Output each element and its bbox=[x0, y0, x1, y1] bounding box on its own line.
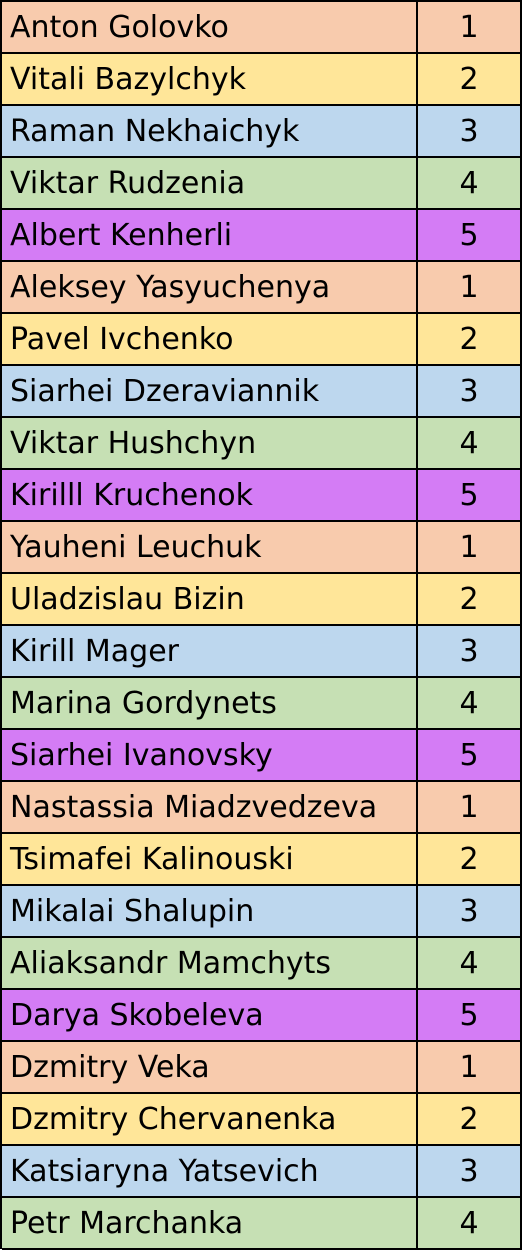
name-cell[interactable]: Siarhei Ivanovsky bbox=[2, 730, 418, 780]
table-row[interactable]: Dzmitry Chervanenka 2 bbox=[2, 1094, 522, 1146]
name-cell[interactable]: Pavel Ivchenko bbox=[2, 314, 418, 364]
name-cell[interactable]: Viktar Rudzenia bbox=[2, 158, 418, 208]
group-cell[interactable]: 4 bbox=[418, 158, 522, 208]
table-row[interactable]: Raman Nekhaichyk 3 bbox=[2, 106, 522, 158]
name-cell[interactable]: Anton Golovko bbox=[2, 2, 418, 52]
name-cell[interactable]: Nastassia Miadzvedzeva bbox=[2, 782, 418, 832]
table-row[interactable]: Tsimafei Kalinouski 2 bbox=[2, 834, 522, 886]
group-cell[interactable]: 5 bbox=[418, 990, 522, 1040]
group-cell[interactable]: 3 bbox=[418, 886, 522, 936]
group-cell[interactable]: 5 bbox=[418, 730, 522, 780]
group-cell[interactable]: 4 bbox=[418, 1198, 522, 1248]
table-row[interactable]: Dzmitry Veka 1 bbox=[2, 1042, 522, 1094]
name-cell[interactable]: Raman Nekhaichyk bbox=[2, 106, 418, 156]
table-row[interactable]: Viktar Hushchyn 4 bbox=[2, 418, 522, 470]
name-cell[interactable]: Kirill Mager bbox=[2, 626, 418, 676]
table-row[interactable]: Darya Skobeleva 5 bbox=[2, 990, 522, 1042]
name-cell[interactable]: Marina Gordynets bbox=[2, 678, 418, 728]
name-cell[interactable]: Yauheni Leuchuk bbox=[2, 522, 418, 572]
table-row[interactable]: Anton Golovko 1 bbox=[2, 2, 522, 54]
group-cell[interactable]: 1 bbox=[418, 782, 522, 832]
group-cell[interactable]: 4 bbox=[418, 418, 522, 468]
group-cell[interactable]: 2 bbox=[418, 54, 522, 104]
group-cell[interactable]: 4 bbox=[418, 678, 522, 728]
name-cell[interactable]: Vitali Bazylchyk bbox=[2, 54, 418, 104]
name-cell[interactable]: Dzmitry Chervanenka bbox=[2, 1094, 418, 1144]
name-cell[interactable]: Mikalai Shalupin bbox=[2, 886, 418, 936]
name-cell[interactable]: Petr Marchanka bbox=[2, 1198, 418, 1248]
name-cell[interactable]: Uladzislau Bizin bbox=[2, 574, 418, 624]
group-cell[interactable]: 5 bbox=[418, 210, 522, 260]
table-row[interactable]: Siarhei Ivanovsky 5 bbox=[2, 730, 522, 782]
table-row[interactable]: Siarhei Dzeraviannik 3 bbox=[2, 366, 522, 418]
group-cell[interactable]: 2 bbox=[418, 314, 522, 364]
group-cell[interactable]: 3 bbox=[418, 106, 522, 156]
name-cell[interactable]: Aleksey Yasyuchenya bbox=[2, 262, 418, 312]
table-row[interactable]: Aliaksandr Mamchyts 4 bbox=[2, 938, 522, 990]
table-row[interactable]: Pavel Ivchenko 2 bbox=[2, 314, 522, 366]
table-row[interactable]: Nastassia Miadzvedzeva 1 bbox=[2, 782, 522, 834]
name-cell[interactable]: Albert Kenherli bbox=[2, 210, 418, 260]
table-row[interactable]: Mikalai Shalupin 3 bbox=[2, 886, 522, 938]
table-row[interactable]: Kirilll Kruchenok 5 bbox=[2, 470, 522, 522]
table-row[interactable]: Kirill Mager 3 bbox=[2, 626, 522, 678]
name-cell[interactable]: Darya Skobeleva bbox=[2, 990, 418, 1040]
table-row[interactable]: Katsiaryna Yatsevich 3 bbox=[2, 1146, 522, 1198]
table-row[interactable]: Albert Kenherli 5 bbox=[2, 210, 522, 262]
name-cell[interactable]: Dzmitry Veka bbox=[2, 1042, 418, 1092]
table-row[interactable]: Vitali Bazylchyk 2 bbox=[2, 54, 522, 106]
group-cell[interactable]: 1 bbox=[418, 2, 522, 52]
group-cell[interactable]: 4 bbox=[418, 938, 522, 988]
group-cell[interactable]: 1 bbox=[418, 262, 522, 312]
table-row[interactable]: Aleksey Yasyuchenya 1 bbox=[2, 262, 522, 314]
name-cell[interactable]: Aliaksandr Mamchyts bbox=[2, 938, 418, 988]
table-row[interactable]: Marina Gordynets 4 bbox=[2, 678, 522, 730]
table-row[interactable]: Petr Marchanka 4 bbox=[2, 1198, 522, 1250]
name-cell[interactable]: Siarhei Dzeraviannik bbox=[2, 366, 418, 416]
table-row[interactable]: Uladzislau Bizin 2 bbox=[2, 574, 522, 626]
group-cell[interactable]: 3 bbox=[418, 626, 522, 676]
table-row[interactable]: Viktar Rudzenia 4 bbox=[2, 158, 522, 210]
table-row[interactable]: Yauheni Leuchuk 1 bbox=[2, 522, 522, 574]
name-cell[interactable]: Viktar Hushchyn bbox=[2, 418, 418, 468]
group-cell[interactable]: 3 bbox=[418, 1146, 522, 1196]
group-cell[interactable]: 5 bbox=[418, 470, 522, 520]
name-cell[interactable]: Katsiaryna Yatsevich bbox=[2, 1146, 418, 1196]
group-cell[interactable]: 1 bbox=[418, 1042, 522, 1092]
group-cell[interactable]: 2 bbox=[418, 574, 522, 624]
group-cell[interactable]: 1 bbox=[418, 522, 522, 572]
name-cell[interactable]: Tsimafei Kalinouski bbox=[2, 834, 418, 884]
group-cell[interactable]: 2 bbox=[418, 1094, 522, 1144]
group-cell[interactable]: 2 bbox=[418, 834, 522, 884]
group-cell[interactable]: 3 bbox=[418, 366, 522, 416]
name-cell[interactable]: Kirilll Kruchenok bbox=[2, 470, 418, 520]
